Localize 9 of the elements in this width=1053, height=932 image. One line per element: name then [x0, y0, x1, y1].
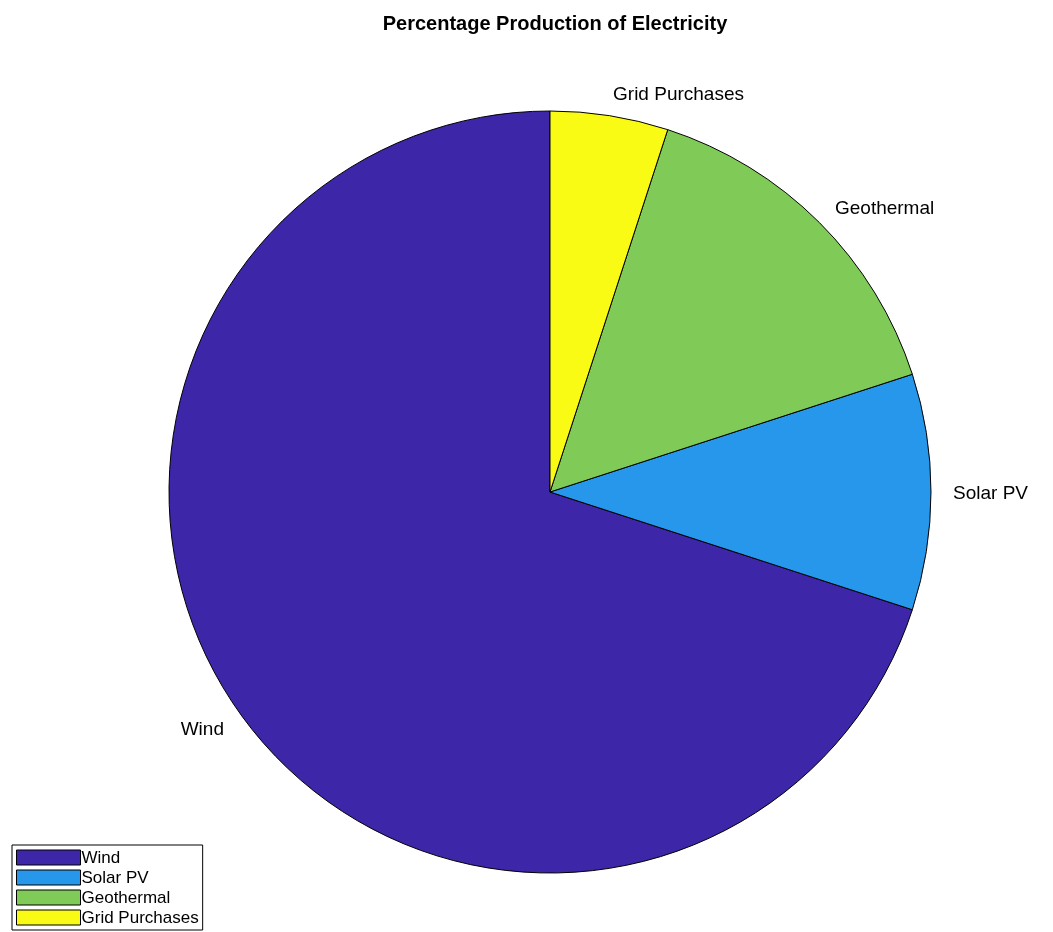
legend-label: Geothermal — [81, 888, 171, 907]
chart-title: Percentage Production of Electricity — [382, 12, 729, 34]
slice-label: Wind — [180, 718, 224, 740]
slice-label: Solar PV — [953, 481, 1029, 503]
legend-label: Solar PV — [81, 868, 150, 887]
legend-label: Wind — [81, 848, 121, 867]
slice-label: Geothermal — [834, 196, 935, 218]
legend-label: Grid Purchases — [81, 908, 199, 927]
slice-label: Grid Purchases — [613, 83, 744, 105]
